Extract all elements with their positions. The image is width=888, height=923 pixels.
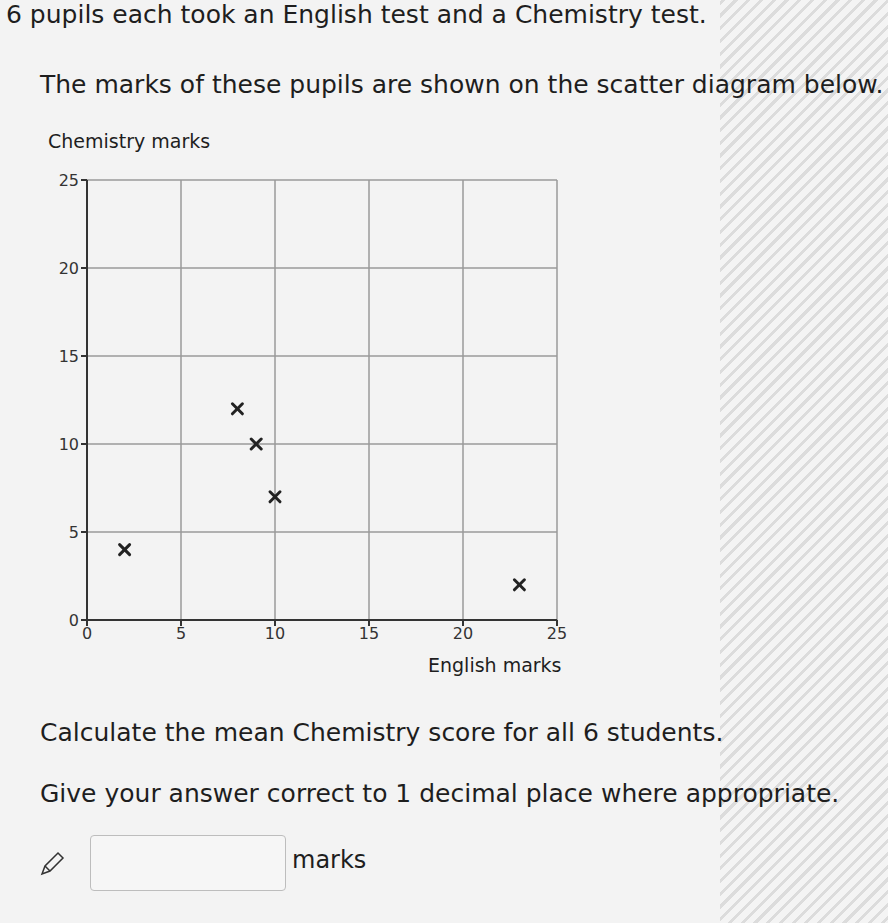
html-text:English marks: English marks xyxy=(428,654,562,676)
svg-text:25: 25 xyxy=(547,624,567,643)
html-text:Chemistry marks: Chemistry marks xyxy=(48,130,211,152)
html-text:Give your answer correct to 1: Give your answer correct to 1 decimal pl… xyxy=(40,779,840,808)
svg-text:5: 5 xyxy=(69,523,79,542)
svg-text:20: 20 xyxy=(59,259,79,278)
svg-text:15: 15 xyxy=(59,347,79,366)
svg-text:10: 10 xyxy=(265,624,285,643)
svg-text:5: 5 xyxy=(176,624,186,643)
svg-text:15: 15 xyxy=(359,624,379,643)
html-text:marks: marks xyxy=(292,846,367,874)
html-text:Calculate the mean Chemistry s: Calculate the mean Chemistry score for a… xyxy=(40,718,724,747)
svg-text:20: 20 xyxy=(453,624,473,643)
svg-text:0: 0 xyxy=(82,624,92,643)
svg-text:25: 25 xyxy=(59,171,79,190)
svg-text:10: 10 xyxy=(59,435,79,454)
html-text:6 pupils each took an English: 6 pupils each took an English test and a… xyxy=(6,0,707,29)
svg-text:0: 0 xyxy=(69,611,79,630)
html-text:The marks of these pupils are: The marks of these pupils are shown on t… xyxy=(40,70,884,99)
